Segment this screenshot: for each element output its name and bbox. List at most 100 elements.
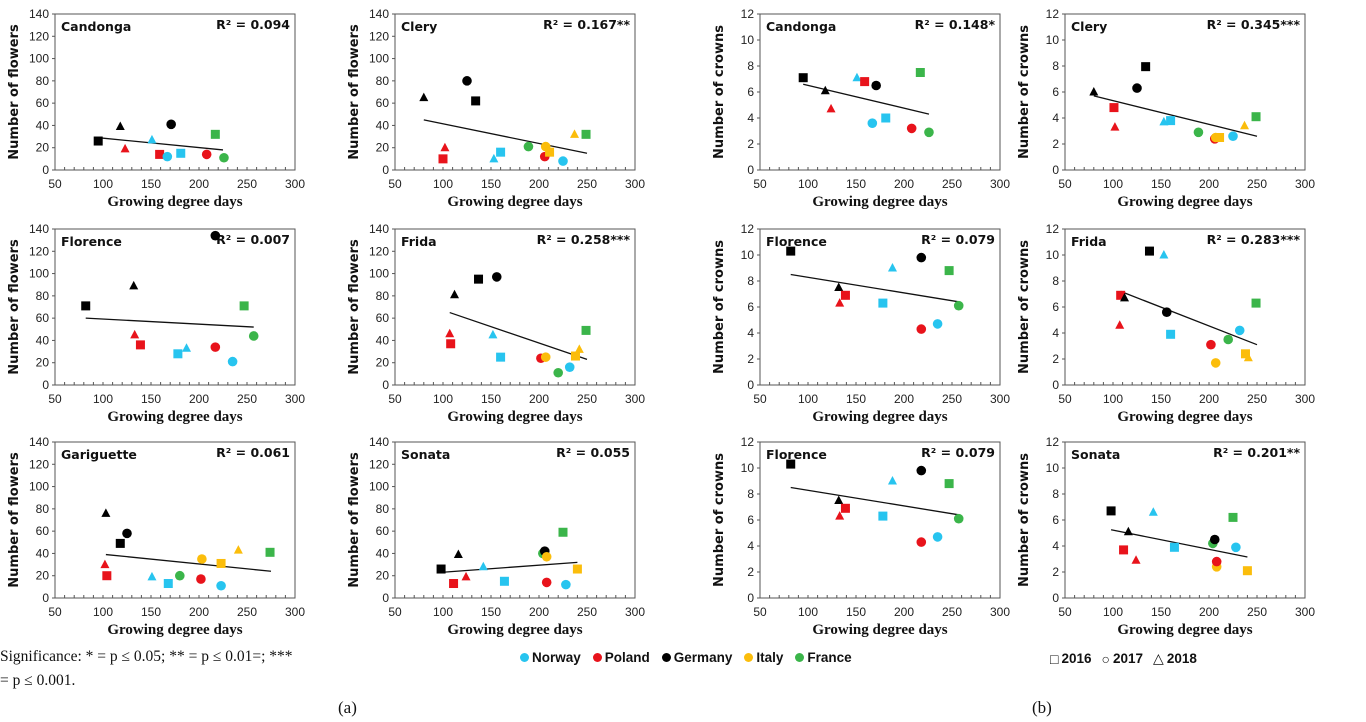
y-tick-label: 80: [376, 502, 390, 516]
point-germany-2018: [834, 495, 844, 504]
plot-frame: [1064, 13, 1306, 171]
y-axis-title: Number of crowns: [712, 453, 727, 587]
y-tick-label: 120: [29, 457, 49, 471]
point-germany-2018: [101, 508, 111, 517]
y-tick-label: 140: [29, 7, 49, 21]
point-italy-2017: [197, 554, 207, 564]
point-germany-2017: [210, 230, 221, 241]
y-axis-title: Number of flowers: [7, 452, 22, 588]
point-poland-2016: [446, 339, 456, 349]
y-tick-label: 12: [1046, 435, 1060, 449]
r-squared-label: R² = 0.345***: [1207, 17, 1301, 32]
sublabel-a: (a): [338, 698, 357, 717]
panel-title: Florence: [61, 234, 122, 249]
scatter-chart: 0 2 4 6 8 10 12 50 100 150 200 250 300 Growing degree…: [712, 222, 1010, 425]
x-axis-title: Growing degree days: [107, 409, 242, 425]
y-tick-label: 12: [741, 7, 755, 21]
point-france-2016: [1251, 112, 1261, 122]
point-france-2017: [953, 300, 964, 311]
point-poland-2016: [1119, 545, 1129, 555]
x-tick-label: 150: [846, 177, 866, 191]
point-poland-2017: [541, 577, 552, 588]
scatter-chart: 0 20 40 60 80 100 120 140 50 100 150 200 250 300 Growi…: [7, 7, 305, 210]
legend-italy: Italy: [744, 650, 783, 665]
point-poland-2017: [916, 324, 927, 334]
point-poland-2016: [135, 340, 145, 350]
x-tick-label: 300: [285, 392, 305, 406]
point-norway-2017: [216, 580, 226, 591]
point-france-2016: [1251, 298, 1261, 308]
point-germany-2018: [1089, 87, 1099, 96]
point-germany-2018: [419, 92, 429, 102]
x-tick-label: 200: [189, 392, 209, 406]
y-tick-label: 0: [1052, 378, 1059, 392]
point-france-2017: [1193, 127, 1204, 138]
plot-frame: [54, 228, 296, 386]
y-tick-label: 12: [1046, 222, 1060, 236]
x-tick-label: 300: [990, 392, 1010, 406]
point-norway-2017: [558, 156, 568, 166]
x-tick-label: 150: [141, 392, 161, 406]
y-tick-label: 0: [382, 591, 389, 605]
point-poland-2018: [835, 511, 845, 520]
point-italy-2016: [572, 564, 582, 574]
point-germany-2016: [786, 246, 796, 256]
y-tick-label: 10: [1046, 248, 1060, 262]
point-poland-2017: [196, 574, 206, 584]
y-tick-label: 140: [369, 435, 389, 449]
y-tick-label: 10: [1046, 461, 1060, 475]
point-france-2017: [1223, 334, 1233, 345]
scatter-chart: 0 2 4 6 8 10 12 50 100 150 200 250 300 Growing degree…: [1017, 435, 1315, 638]
y-tick-label: 60: [376, 96, 390, 110]
panel-title: Sonata: [1071, 447, 1120, 462]
scatter-chart: 0 2 4 6 8 10 12 50 100 150 200 250 300 Growing degree…: [1017, 7, 1315, 210]
point-germany-2016: [1141, 62, 1151, 72]
point-poland-2017: [210, 342, 221, 352]
norway-dot-icon: [520, 653, 529, 662]
scatter-panel-frida: 0 2 4 6 8 10 12 50 100 150 200 250 300 Growing degree…: [1010, 215, 1340, 427]
point-poland-2017: [906, 123, 917, 134]
legend-label: 2017: [1112, 651, 1144, 666]
y-tick-label: 140: [369, 222, 389, 236]
y-tick-label: 100: [369, 52, 389, 66]
y-tick-label: 6: [747, 85, 754, 99]
germany-dot-icon: [661, 653, 671, 662]
y-tick-label: 12: [741, 222, 755, 236]
point-norway-2018: [182, 343, 192, 352]
point-italy-2016: [1240, 349, 1250, 359]
x-tick-label: 50: [388, 605, 402, 619]
x-tick-label: 50: [48, 392, 62, 406]
plot-frame: [1064, 228, 1306, 386]
y-tick-label: 0: [1052, 163, 1059, 177]
y-tick-label: 6: [1052, 300, 1059, 314]
scatter-panel-clery: 0 20 40 60 80 100 120 140 50 100 150 200 250 300 Growi…: [340, 0, 670, 212]
y-tick-label: 20: [376, 569, 390, 583]
plot-frame: [394, 441, 636, 599]
point-norway-2016: [173, 349, 183, 359]
y-axis-title: Number of flowers: [7, 239, 22, 375]
x-axis-title: Growing degree days: [1117, 409, 1252, 425]
x-tick-label: 100: [93, 177, 113, 191]
point-poland-2018: [130, 329, 140, 339]
y-tick-label: 6: [747, 300, 754, 314]
x-tick-label: 100: [798, 605, 818, 619]
point-italy-2017: [540, 352, 551, 362]
y-axis-title: Number of flowers: [347, 239, 362, 375]
y-tick-label: 100: [29, 267, 49, 281]
y-tick-label: 80: [36, 289, 50, 303]
x-tick-label: 300: [1295, 392, 1315, 406]
point-france-2017: [248, 331, 259, 341]
trend-line: [1093, 95, 1258, 137]
legend-label: 2016: [1061, 651, 1092, 666]
trend-line: [449, 311, 588, 360]
x-tick-label: 300: [625, 392, 645, 406]
r-squared-label: R² = 0.283***: [1207, 232, 1301, 247]
legend-germany: Germany: [661, 650, 732, 665]
x-tick-label: 200: [1199, 392, 1219, 406]
x-axis-title: Growing degree days: [1117, 194, 1252, 210]
y-tick-label: 100: [369, 267, 389, 281]
point-norway-2016: [1166, 116, 1176, 126]
y-tick-label: 2: [1052, 565, 1059, 579]
scatter-chart: 0 2 4 6 8 10 12 50 100 150 200 250 300 Growing degree…: [712, 435, 1010, 638]
y-tick-label: 6: [1052, 513, 1059, 527]
